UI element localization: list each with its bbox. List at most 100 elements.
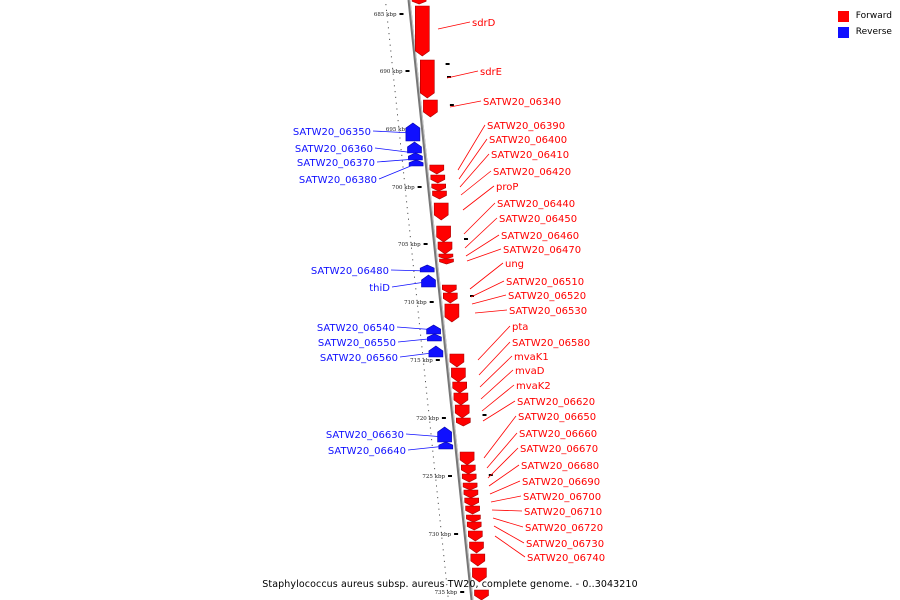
gene-glyph-mvak1[interactable] (452, 381, 468, 394)
kbp-tick-mark (429, 301, 434, 303)
gene-glyph-satw20-06420[interactable] (432, 190, 447, 200)
gene-label-satw20-06650[interactable]: SATW20_06650 (518, 412, 596, 423)
gene-label-satw20-06470[interactable]: SATW20_06470 (503, 245, 581, 256)
scale-dot (390, 50, 392, 52)
gene-glyph-satw20-06360[interactable] (407, 141, 422, 154)
gene-glyph-satw20-06340[interactable] (423, 99, 438, 118)
gene-glyph-satw20-06660[interactable] (460, 464, 476, 475)
gene-glyph-satw20-06410[interactable] (431, 183, 447, 192)
gene-label-satw20-06640[interactable]: SATW20_06640 (328, 446, 406, 457)
gene-glyph-pta[interactable] (449, 353, 465, 368)
gene-label-mvad[interactable]: mvaD (515, 366, 545, 377)
gene-label-satw20-06670[interactable]: SATW20_06670 (520, 444, 598, 455)
gene-label-satw20-06520[interactable]: SATW20_06520 (508, 291, 586, 302)
gene-label-satw20-06620[interactable]: SATW20_06620 (517, 397, 595, 408)
gene-label-satw20-06630[interactable]: SATW20_06630 (326, 430, 404, 441)
gene-glyph-satw20-06740b[interactable] (469, 541, 484, 554)
gene-glyph-satw20-06630[interactable] (437, 426, 452, 443)
gene-label-prop[interactable]: proP (496, 182, 518, 193)
gene-glyph-satw20-06510[interactable] (441, 284, 457, 294)
scale-dot (417, 311, 419, 313)
gene-label-satw20-06340[interactable]: SATW20_06340 (483, 97, 561, 108)
gene-label-pta[interactable]: pta (512, 322, 528, 333)
gene-glyph-satw20-06460[interactable] (438, 253, 454, 260)
gene-label-satw20-06660[interactable]: SATW20_06660 (519, 429, 597, 440)
gene-glyph-satw20-06640[interactable] (438, 441, 454, 450)
gene-glyph-satw20-06470[interactable] (439, 258, 454, 265)
gene-glyph-satw20-06740e[interactable] (474, 589, 489, 600)
kbp-tick-label: 725 kbp (422, 474, 445, 480)
gene-glyph-satw20-06390[interactable] (429, 164, 445, 175)
gene-glyph-sdre[interactable] (419, 59, 435, 99)
gene-label-satw20-06540[interactable]: SATW20_06540 (317, 323, 395, 334)
feature-tick-mark (482, 414, 487, 416)
gene-glyph-satw20-06620[interactable] (455, 417, 471, 427)
gene-label-satw20-06550[interactable]: SATW20_06550 (318, 338, 396, 349)
gene-label-satw20-06720[interactable]: SATW20_06720 (525, 523, 603, 534)
gene-label-satw20-06380[interactable]: SATW20_06380 (299, 175, 377, 186)
gene-label-mvak2[interactable]: mvaK2 (516, 381, 551, 392)
gene-label-satw20-06400[interactable]: SATW20_06400 (489, 135, 567, 146)
gene-label-satw20-06690[interactable]: SATW20_06690 (522, 477, 600, 488)
gene-glyph-sdrd[interactable] (414, 5, 430, 57)
scale-dot (423, 369, 425, 371)
gene-label-ung[interactable]: ung (505, 259, 524, 270)
gene-glyph-satw20-06670[interactable] (461, 473, 477, 483)
gene-label-satw20-06560[interactable]: SATW20_06560 (320, 353, 398, 364)
gene-glyph-satw20-06480[interactable] (419, 264, 435, 273)
gene-label-satw20-06440[interactable]: SATW20_06440 (497, 199, 575, 210)
gene-label-satw20-06450[interactable]: SATW20_06450 (499, 214, 577, 225)
gene-label-satw20-06370[interactable]: SATW20_06370 (297, 158, 375, 169)
gene-glyph-mvak2[interactable] (454, 404, 470, 419)
gene-label-satw20-06740[interactable]: SATW20_06740 (527, 553, 605, 564)
gene-glyph-sdrd[interactable] (411, 0, 427, 5)
gene-glyph-satw20-06440[interactable] (436, 225, 451, 243)
gene-label-sdrd[interactable]: sdrD (472, 18, 496, 29)
gene-glyph-satw20-06680[interactable] (462, 482, 478, 491)
gene-glyph-satw20-06740d[interactable] (472, 567, 487, 583)
gene-glyph-satw20-06740c[interactable] (470, 553, 486, 567)
gene-glyph-satw20-06450[interactable] (437, 241, 453, 255)
gene-glyph-satw20-06650[interactable] (459, 451, 475, 466)
gene-glyph-satw20-06730[interactable] (466, 521, 482, 531)
gene-glyph-satw20-06690[interactable] (463, 489, 479, 499)
gene-glyph-thid[interactable] (421, 274, 436, 288)
gene-glyph-satw20-06550[interactable] (427, 333, 442, 342)
gene-glyph-satw20-06740[interactable] (467, 530, 483, 542)
scale-dot (408, 218, 409, 220)
gene-glyph-satw20-06700[interactable] (464, 497, 480, 507)
gene-label-satw20-06350[interactable]: SATW20_06350 (293, 127, 371, 138)
gene-label-sdre[interactable]: sdrE (480, 67, 502, 78)
gene-glyph-satw20-06520[interactable] (442, 292, 458, 304)
gene-label-satw20-06730[interactable]: SATW20_06730 (526, 539, 604, 550)
gene-glyph-prop[interactable] (433, 202, 449, 221)
scale-dot (428, 410, 430, 412)
gene-label-mvak1[interactable]: mvaK1 (514, 352, 549, 363)
leader-line-satw20-06400 (458, 138, 488, 180)
gene-glyph-satw20-06350[interactable] (405, 122, 421, 142)
gene-label-satw20-06420[interactable]: SATW20_06420 (493, 167, 571, 178)
gene-label-satw20-06480[interactable]: SATW20_06480 (311, 266, 389, 277)
gene-glyph-satw20-06580[interactable] (451, 367, 466, 383)
gene-label-thid[interactable]: thiD (369, 283, 390, 294)
gene-label-satw20-06410[interactable]: SATW20_06410 (491, 150, 569, 161)
gene-label-satw20-06710[interactable]: SATW20_06710 (524, 507, 602, 518)
gene-label-satw20-06390[interactable]: SATW20_06390 (487, 121, 565, 132)
gene-glyph-satw20-06560[interactable] (428, 345, 444, 358)
gene-glyph-satw20-06400[interactable] (430, 174, 446, 184)
gene-label-satw20-06580[interactable]: SATW20_06580 (512, 338, 590, 349)
gene-glyph-satw20-06530[interactable] (444, 303, 460, 323)
gene-label-satw20-06680[interactable]: SATW20_06680 (521, 461, 599, 472)
scale-dot (418, 323, 420, 325)
gene-label-satw20-06460[interactable]: SATW20_06460 (501, 231, 579, 242)
gene-glyph-satw20-06710[interactable] (465, 505, 480, 515)
leader-line-satw20-06560 (399, 351, 441, 358)
gene-label-satw20-06700[interactable]: SATW20_06700 (523, 492, 601, 503)
gene-glyph-satw20-06720[interactable] (466, 514, 481, 523)
gene-label-satw20-06360[interactable]: SATW20_06360 (295, 144, 373, 155)
gene-glyph-satw20-06380[interactable] (408, 159, 424, 167)
gene-label-satw20-06530[interactable]: SATW20_06530 (509, 306, 587, 317)
scale-dot (392, 67, 394, 69)
gene-label-satw20-06510[interactable]: SATW20_06510 (506, 277, 584, 288)
gene-glyph-mvad[interactable] (453, 392, 469, 406)
